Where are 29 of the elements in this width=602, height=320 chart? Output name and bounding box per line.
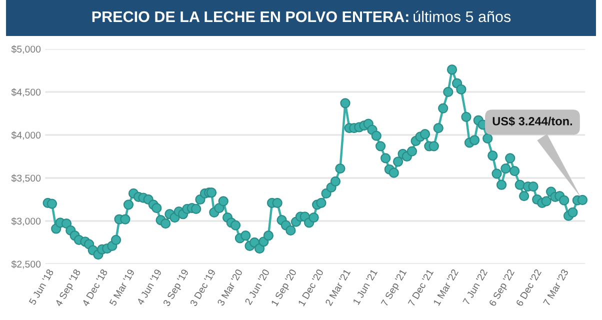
x-tick-label: 2 Mar '21 [325, 268, 351, 306]
x-tick-label: 7 Mar '23 [542, 268, 569, 306]
x-tick-label: 3 Sep '19 [162, 268, 190, 308]
y-tick-label: $5,000 [11, 45, 41, 54]
chart-subtitle: últimos 5 años [414, 10, 511, 22]
x-tick-label: 2 Jun '20 [244, 268, 270, 306]
x-tick-label: 3 Mar '20 [217, 268, 243, 306]
x-tick-label: 4 Dec '18 [82, 268, 108, 307]
x-tick-label: 5 Mar '19 [109, 268, 135, 306]
x-tick-label: 1 Jun '21 [352, 268, 378, 305]
x-tick-label: 7 Jun '22 [462, 268, 488, 306]
x-tick-label: 1 Mar '22 [433, 268, 459, 306]
chart-title: PRECIO DE LA LECHE EN POLVO ENTERA: [92, 11, 408, 22]
y-tick-label: $2,500 [11, 260, 41, 269]
x-tick-label: 4 Jun '19 [136, 268, 162, 306]
x-tick-label: 6 Dec '22 [516, 268, 542, 307]
x-tick-label: 6 Sep '22 [488, 268, 516, 308]
y-tick-label: $3,000 [11, 217, 41, 226]
x-tick-label: 1 Sep '20 [270, 268, 298, 308]
x-tick-label: 3 Dec '19 [190, 268, 216, 307]
x-tick-label: 5 Jun '18 [28, 268, 54, 306]
annotation: US$ 3.244/ton. [492, 116, 572, 126]
y-tick-label: $4,500 [11, 88, 41, 97]
x-tick-label: 4 Sep '18 [54, 268, 82, 308]
x-tick-label: 7 Sep '21 [380, 268, 408, 308]
x-tick-label: 1 Dec '20 [298, 268, 324, 306]
y-tick-label: $4,000 [11, 131, 41, 140]
x-tick-label: 7 Dec '21 [408, 268, 434, 307]
y-tick-label: $3,500 [11, 174, 41, 183]
